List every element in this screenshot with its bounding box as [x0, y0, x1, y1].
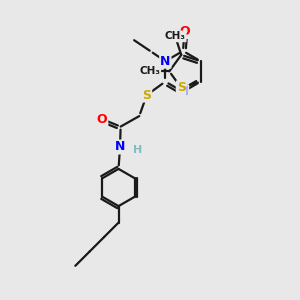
Text: N: N: [160, 55, 170, 68]
Text: CH₃: CH₃: [139, 66, 160, 76]
Text: CH₃: CH₃: [165, 32, 186, 41]
Text: O: O: [179, 25, 190, 38]
Text: O: O: [97, 112, 107, 126]
Text: N: N: [178, 85, 188, 98]
Text: S: S: [177, 81, 186, 94]
Text: N: N: [115, 140, 125, 154]
Text: H: H: [134, 145, 143, 155]
Text: S: S: [142, 88, 151, 102]
